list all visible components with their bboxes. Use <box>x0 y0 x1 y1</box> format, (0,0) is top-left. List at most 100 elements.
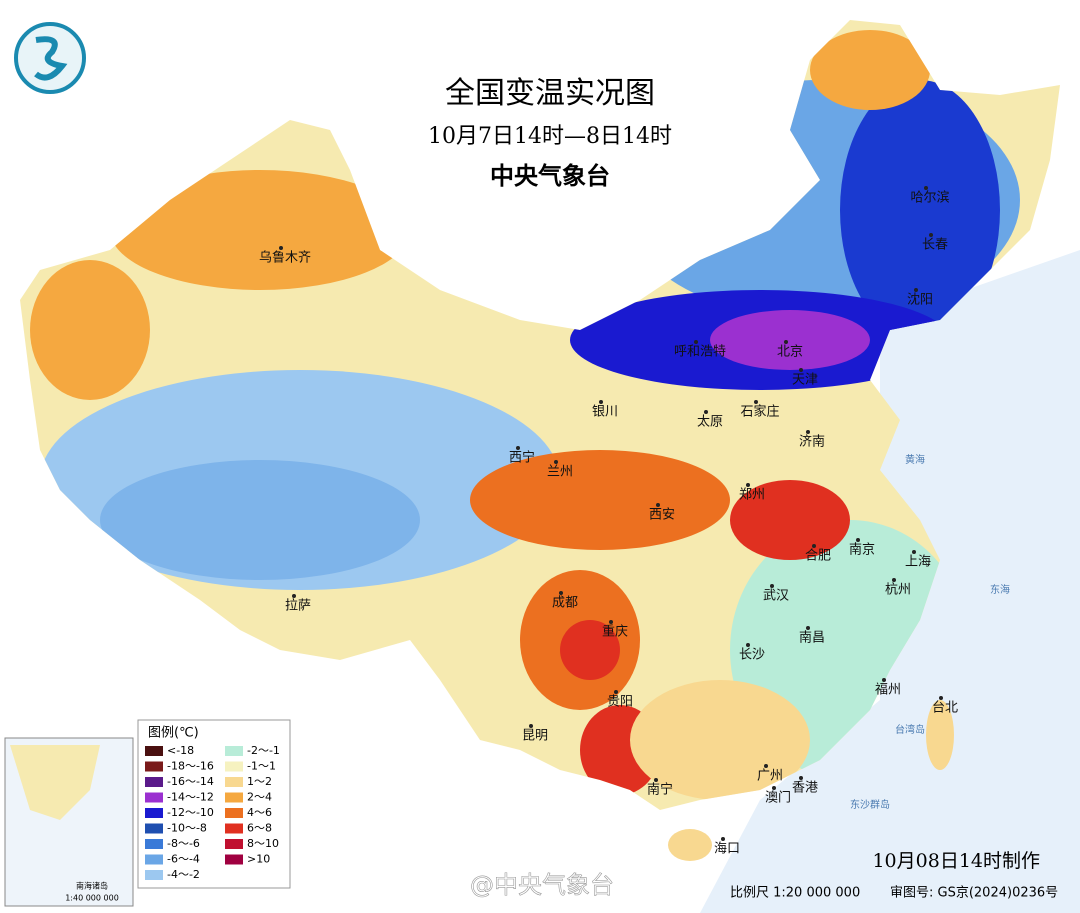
city-dot <box>516 446 520 450</box>
city-dot <box>721 837 725 841</box>
legend-swatch <box>145 823 163 834</box>
legend-label: 6～8 <box>247 822 272 835</box>
legend-swatch <box>225 777 243 787</box>
city-dot <box>892 578 896 582</box>
city-dot <box>754 400 758 404</box>
legend-swatch <box>225 792 243 803</box>
city-label: 济南 <box>799 434 825 450</box>
legend-label: -1～1 <box>247 760 276 773</box>
city-dot <box>939 696 943 700</box>
legend-label: <-18 <box>167 744 194 757</box>
city-label: 南京 <box>849 542 875 558</box>
city-label: 武汉 <box>763 589 789 604</box>
city-dot <box>746 483 750 487</box>
legend-swatch <box>145 808 163 818</box>
city-label: 重庆 <box>602 624 628 640</box>
legend-swatch <box>145 792 163 803</box>
city-dot <box>799 368 803 372</box>
city-label: 西安 <box>649 508 675 523</box>
city-label: 杭州 <box>885 583 911 598</box>
approval-number: 审图号: GS京(2024)0236号 <box>890 886 1058 901</box>
legend-title: 图例(℃) <box>148 726 199 741</box>
city-label: 福州 <box>875 683 901 698</box>
city-dot <box>694 340 698 344</box>
legend-swatch <box>145 761 163 772</box>
city-label: 石家庄 <box>740 404 779 420</box>
city-dot <box>812 544 816 548</box>
city-label: 澳门 <box>765 790 791 806</box>
city-dot <box>609 620 613 624</box>
city-label: 海口 <box>714 842 740 857</box>
city-label: 呼和浩特 <box>674 345 726 360</box>
inset-land <box>10 745 100 820</box>
legend-label: -18～-16 <box>167 760 214 773</box>
sea-label: 台湾岛 <box>895 723 925 736</box>
city-label: 北京 <box>777 345 803 360</box>
legend-swatch <box>145 777 163 787</box>
legend-label: -12～-10 <box>167 806 214 819</box>
city-dot <box>784 340 788 344</box>
city-label: 上海 <box>905 555 931 570</box>
city-label: 广州 <box>757 769 783 784</box>
city-dot <box>279 246 283 250</box>
city-dot <box>292 594 296 598</box>
city-label: 成都 <box>552 596 578 611</box>
city-label: 太原 <box>697 415 723 430</box>
city-dot <box>654 778 658 782</box>
legend-swatch <box>225 854 243 865</box>
city-dot <box>770 584 774 588</box>
city-label: 南昌 <box>799 630 825 646</box>
city-dot <box>914 288 918 292</box>
legend-swatch <box>225 839 243 849</box>
city-label: 昆明 <box>522 729 548 744</box>
city-label: 西宁 <box>509 450 535 466</box>
inset-scale: 1:40 000 000 <box>65 894 119 903</box>
legend-swatch <box>145 746 163 756</box>
city-dot <box>806 430 810 434</box>
city-label: 南宁 <box>647 782 673 798</box>
city-dot <box>806 626 810 630</box>
legend-label: >10 <box>247 853 270 866</box>
inset-title: 南海诸岛 <box>76 881 108 891</box>
city-dot <box>529 724 533 728</box>
legend-swatch <box>225 823 243 834</box>
city-label: 台北 <box>932 701 958 716</box>
city-label: 长春 <box>922 238 948 253</box>
title: 全国变温实况图 <box>445 76 655 111</box>
legend-label: 4～6 <box>247 806 272 819</box>
legend-swatch <box>145 854 163 865</box>
city-label: 乌鲁木齐 <box>259 250 311 266</box>
sea-label: 黄海 <box>905 453 925 466</box>
subtitle: 10月7日14时—8日14时 <box>428 124 672 149</box>
legend-label: -8～-6 <box>167 837 200 850</box>
made-time: 10月08日14时制作 <box>872 850 1040 872</box>
city-label: 郑州 <box>739 488 765 503</box>
legend-swatch <box>145 870 163 880</box>
city-label: 拉萨 <box>285 599 311 614</box>
legend-swatch <box>225 746 243 756</box>
city-dot <box>924 186 928 190</box>
city-label: 香港 <box>792 781 818 796</box>
sea-label: 东沙群岛 <box>850 798 890 811</box>
legend-label: -10～-8 <box>167 822 207 835</box>
city-dot <box>856 538 860 542</box>
city-label: 银川 <box>592 405 618 420</box>
city-label: 沈阳 <box>907 293 933 308</box>
legend-label: -16～-14 <box>167 775 214 788</box>
city-dot <box>614 690 618 694</box>
city-dot <box>772 786 776 790</box>
city-dot <box>599 400 603 404</box>
city-label: 贵阳 <box>607 695 633 710</box>
city-dot <box>799 776 803 780</box>
legend-swatch <box>145 839 163 849</box>
legend: <-18 -18～-16 -16～-14 -14～-12 -12～-10 -10～-8 -8… <box>145 744 280 881</box>
city-dot <box>912 550 916 554</box>
legend-label: 1～2 <box>247 775 272 788</box>
city-dot <box>746 643 750 647</box>
city-label: 天津 <box>792 373 818 388</box>
hainan <box>668 829 712 861</box>
city-dot <box>554 460 558 464</box>
city-label: 哈尔滨 <box>910 190 949 206</box>
city-dot <box>764 764 768 768</box>
legend-label: 8～10 <box>247 837 279 850</box>
